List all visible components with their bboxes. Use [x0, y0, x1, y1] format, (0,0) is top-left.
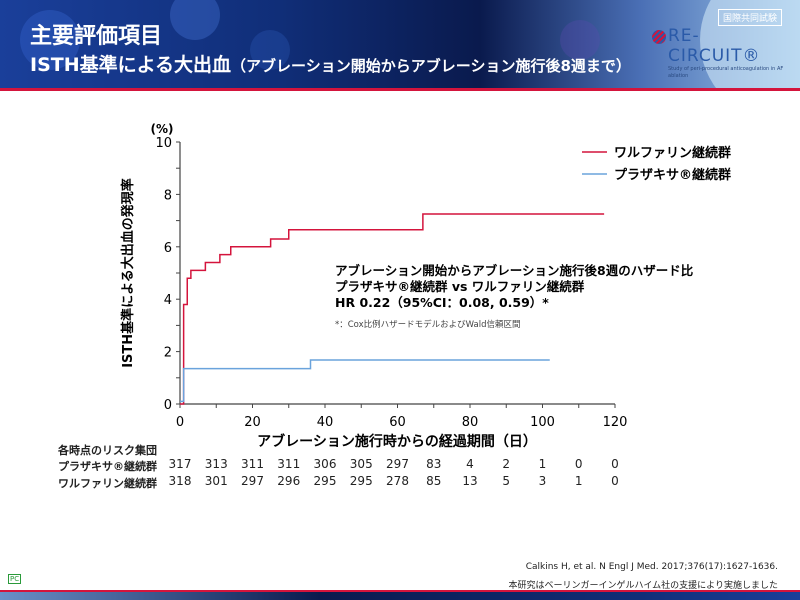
legend-label-0: ワルファリン継続群 — [614, 145, 731, 161]
logo-name: RE-CIRCUIT® — [668, 26, 761, 66]
risk-value: 311 — [277, 457, 301, 471]
x-tick-label: 40 — [317, 415, 334, 430]
logo-subtitle: Study of peri-procedural anticoagulation… — [668, 66, 784, 79]
footer-bar — [0, 590, 800, 600]
risk-value: 2 — [502, 457, 511, 471]
risk-row-label-dabigatran: プラザキサ®継続群 — [58, 460, 157, 473]
x-tick-label: 120 — [603, 415, 628, 430]
risk-value: 295 — [349, 474, 373, 488]
y-tick-label: 0 — [164, 398, 172, 413]
legend-label-1: プラザキサ®継続群 — [614, 167, 731, 183]
risk-value: 317 — [168, 457, 192, 471]
international-trial-badge: 国際共同試験 — [717, 9, 782, 26]
y-tick-label: 6 — [164, 241, 172, 256]
support-note: 本研究はベーリンガーインゲルハイム社の支援により実施しました — [508, 581, 778, 591]
risk-value: 295 — [313, 474, 337, 488]
risk-value: 318 — [168, 474, 192, 488]
risk-value: 297 — [241, 474, 264, 488]
header-banner: 主要評価項目 ISTH基準による大出血（アブレーション開始からアブレーション施行… — [0, 0, 800, 88]
logo-mark-icon — [652, 30, 666, 44]
citation: Calkins H, et al. N Engl J Med. 2017;376… — [525, 562, 778, 572]
hr-annotation-note: *：Cox比例ハザードモデルおよびWald信頼区間 — [335, 319, 520, 330]
x-tick-label: 60 — [389, 415, 406, 430]
risk-value: 83 — [426, 457, 442, 471]
risk-value: 0 — [611, 457, 619, 471]
risk-table-title: 各時点のリスク集団 — [58, 444, 157, 457]
subtitle-paren: （アブレーション開始からアブレーション施行後8週まで） — [231, 57, 631, 75]
risk-value: 0 — [611, 474, 619, 488]
subtitle-main: ISTH基準による大出血 — [30, 54, 232, 76]
risk-value: 278 — [386, 474, 409, 488]
series-line-1 — [180, 359, 550, 403]
risk-value: 4 — [466, 457, 474, 471]
risk-value: 0 — [574, 457, 583, 471]
risk-value: 297 — [386, 457, 409, 471]
page-subtitle: ISTH基準による大出血（アブレーション開始からアブレーション施行後8週まで） — [30, 50, 631, 77]
x-tick-label: 20 — [244, 415, 261, 430]
hr-annotation-line3: HR 0.22（95%CI：0.08, 0.59）* — [335, 295, 549, 310]
y-tick-label: 4 — [164, 293, 172, 308]
risk-value: 1 — [574, 474, 583, 488]
risk-value: 305 — [349, 457, 373, 471]
pc-mark: PC — [8, 574, 22, 584]
risk-value: 313 — [204, 457, 228, 471]
risk-row-label-warfarin: ワルファリン継続群 — [58, 477, 157, 490]
series-line-0 — [180, 213, 605, 405]
page-title: 主要評価項目 — [30, 24, 163, 49]
risk-value: 1 — [538, 457, 547, 471]
re-circuit-logo: RE-CIRCUIT® Study of peri-procedural ant… — [652, 26, 792, 80]
header-divider — [0, 88, 800, 91]
y-tick-label: 10 — [155, 136, 172, 151]
hr-annotation-line1: アブレーション開始からアブレーション施行後8週のハザード比 — [335, 263, 694, 278]
risk-value: 3 — [538, 474, 547, 488]
y-tick-label: 2 — [164, 346, 172, 361]
y-axis-label: ISTH基準による大出血の発現率 — [120, 178, 136, 368]
hr-annotation-line2: プラザキサ®継続群 vs ワルファリン継続群 — [335, 279, 585, 294]
risk-value: 13 — [462, 474, 478, 488]
x-tick-label: 80 — [462, 415, 479, 430]
risk-value: 306 — [313, 457, 337, 471]
risk-value: 311 — [241, 457, 264, 471]
x-tick-label: 100 — [530, 415, 555, 430]
x-axis-label: アブレーション施行時からの経過期間（日） — [257, 433, 537, 450]
y-tick-label: 8 — [164, 188, 172, 203]
x-tick-label: 0 — [176, 415, 184, 430]
risk-value: 301 — [204, 474, 228, 488]
risk-value: 5 — [502, 474, 511, 488]
y-unit: (%) — [151, 122, 174, 136]
risk-value: 296 — [277, 474, 301, 488]
risk-value: 85 — [426, 474, 442, 488]
